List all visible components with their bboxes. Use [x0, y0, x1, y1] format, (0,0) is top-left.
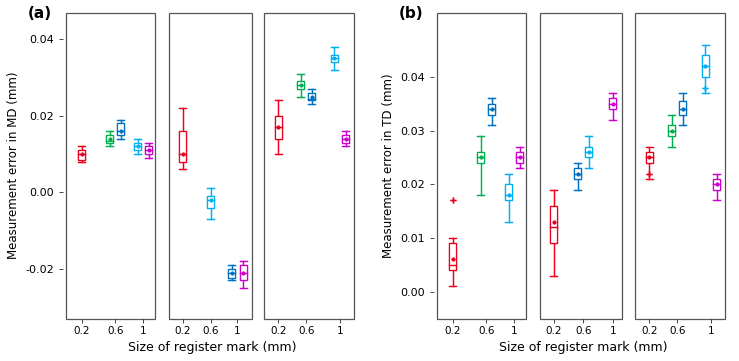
Y-axis label: Measurement error in TD (mm): Measurement error in TD (mm) — [382, 73, 395, 258]
Bar — [331, 55, 338, 62]
Bar — [297, 81, 304, 89]
Bar — [179, 131, 186, 162]
Bar — [505, 184, 512, 200]
Bar — [517, 152, 523, 163]
Bar — [550, 206, 557, 243]
Y-axis label: Measurement error in MD (mm): Measurement error in MD (mm) — [7, 72, 20, 259]
Bar — [517, 152, 523, 163]
Bar — [505, 184, 512, 200]
Bar — [146, 147, 152, 154]
Bar — [228, 269, 235, 278]
Bar — [713, 179, 720, 190]
Bar — [646, 152, 653, 163]
Bar — [228, 269, 235, 278]
Bar — [488, 104, 495, 114]
Bar — [239, 265, 247, 280]
Bar — [449, 243, 456, 270]
Bar — [477, 152, 484, 163]
Bar — [702, 56, 709, 77]
Bar — [168, 13, 251, 318]
Bar — [342, 135, 349, 143]
Bar — [539, 13, 622, 318]
Bar — [585, 147, 592, 157]
Bar — [134, 143, 141, 150]
Bar — [78, 150, 85, 160]
Bar — [106, 135, 113, 143]
Bar — [146, 147, 152, 154]
Text: (a): (a) — [27, 6, 52, 21]
Bar — [609, 99, 616, 109]
Bar — [550, 206, 557, 243]
Bar — [78, 150, 85, 160]
Bar — [342, 135, 349, 143]
Bar — [66, 13, 154, 318]
Bar — [713, 179, 720, 190]
Bar — [609, 99, 616, 109]
Bar — [308, 93, 316, 100]
Bar — [668, 125, 675, 136]
Bar — [118, 123, 124, 135]
Bar — [207, 196, 214, 208]
Bar — [239, 265, 247, 280]
Bar — [679, 101, 687, 114]
Bar — [702, 56, 709, 77]
Bar — [118, 123, 124, 135]
Bar — [207, 196, 214, 208]
Bar — [264, 13, 354, 318]
Bar — [646, 152, 653, 163]
Bar — [668, 125, 675, 136]
X-axis label: Size of register mark (mm): Size of register mark (mm) — [128, 341, 296, 354]
Bar — [297, 81, 304, 89]
Bar — [574, 168, 581, 179]
Bar — [134, 143, 141, 150]
Text: (b): (b) — [398, 6, 423, 21]
Bar — [679, 101, 687, 114]
Bar — [106, 135, 113, 143]
Bar — [574, 168, 581, 179]
Bar — [179, 131, 186, 162]
Bar — [275, 116, 282, 139]
Bar — [331, 55, 338, 62]
Bar — [308, 93, 316, 100]
Bar — [449, 243, 456, 270]
Bar — [585, 147, 592, 157]
X-axis label: Size of register mark (mm): Size of register mark (mm) — [499, 341, 667, 354]
Bar — [275, 116, 282, 139]
Bar — [635, 13, 725, 318]
Bar — [437, 13, 525, 318]
Bar — [488, 104, 495, 114]
Bar — [477, 152, 484, 163]
